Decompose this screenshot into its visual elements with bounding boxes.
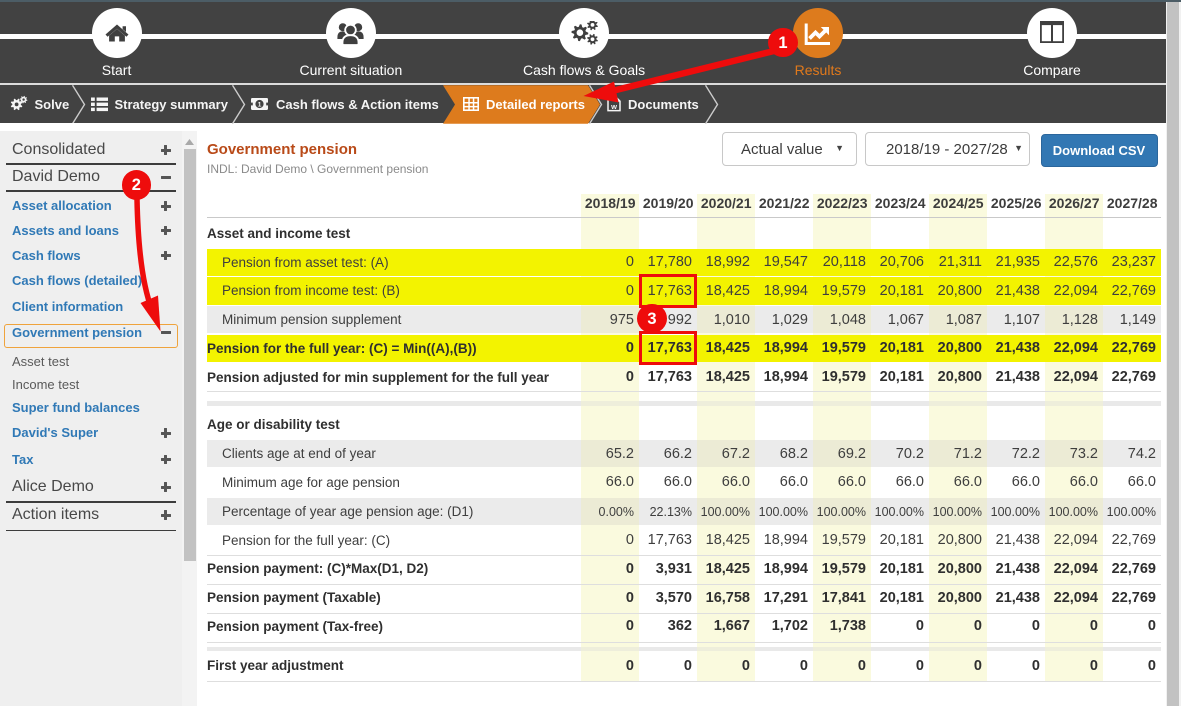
svg-text:w: w [610, 102, 617, 111]
svg-text:1: 1 [258, 101, 262, 108]
